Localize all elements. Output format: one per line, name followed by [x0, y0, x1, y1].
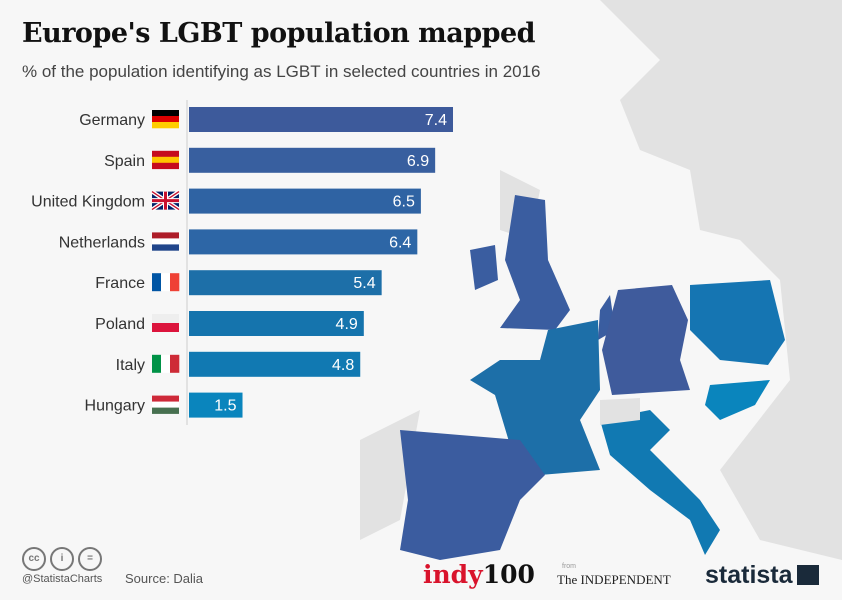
statista-logo-mark [797, 565, 819, 585]
flag-icon-netherlands [152, 232, 179, 251]
flag-icon-poland [152, 314, 179, 332]
from-label: from [562, 563, 576, 570]
category-label: United Kingdom [31, 194, 145, 211]
bar-spain [189, 147, 436, 173]
category-label: Germany [79, 112, 145, 129]
flag-icon-hungary [152, 395, 179, 414]
flag-icon-united-kingdom [150, 189, 181, 212]
statista-logo: statista [705, 561, 793, 589]
data-label: 7.4 [425, 112, 447, 129]
flag-icon-spain [152, 150, 179, 170]
no-derivatives-icon: = [78, 547, 102, 571]
cc-icon: cc [22, 547, 46, 571]
attribution-icon: i [50, 547, 74, 571]
statista-handle[interactable]: @StatistaCharts [22, 573, 103, 585]
category-label: Spain [104, 153, 145, 170]
data-label: 4.8 [332, 357, 354, 374]
bar-united-kingdom [189, 188, 421, 214]
bar-poland [189, 311, 364, 336]
data-label: 6.5 [393, 194, 415, 211]
bar-netherlands [189, 229, 418, 255]
indy100-logo: indy100 [423, 560, 535, 589]
flag-icon-germany [152, 110, 179, 129]
bar-france [189, 270, 382, 296]
bar-germany [189, 107, 453, 132]
data-label: 6.9 [407, 153, 429, 170]
category-label: Hungary [85, 398, 145, 415]
flag-icon-italy [152, 354, 180, 373]
chart-title: Europe's LGBT population mapped [22, 18, 536, 49]
data-label: 1.5 [214, 398, 236, 415]
category-label: Netherlands [59, 234, 145, 251]
bar-italy [189, 351, 361, 377]
source: Source: Dalia [125, 571, 204, 586]
bar-hungary [189, 392, 243, 418]
category-label: Italy [116, 357, 145, 374]
chart-subtitle: % of the population identifying as LGBT … [22, 62, 541, 81]
data-label: 6.4 [389, 234, 411, 251]
data-label: 4.9 [336, 316, 358, 333]
data-label: 5.4 [353, 275, 375, 292]
category-label: Poland [95, 316, 145, 333]
independent-logo: The INDEPENDENT [557, 572, 671, 587]
flag-icon-france [152, 273, 180, 292]
category-label: France [95, 275, 145, 292]
